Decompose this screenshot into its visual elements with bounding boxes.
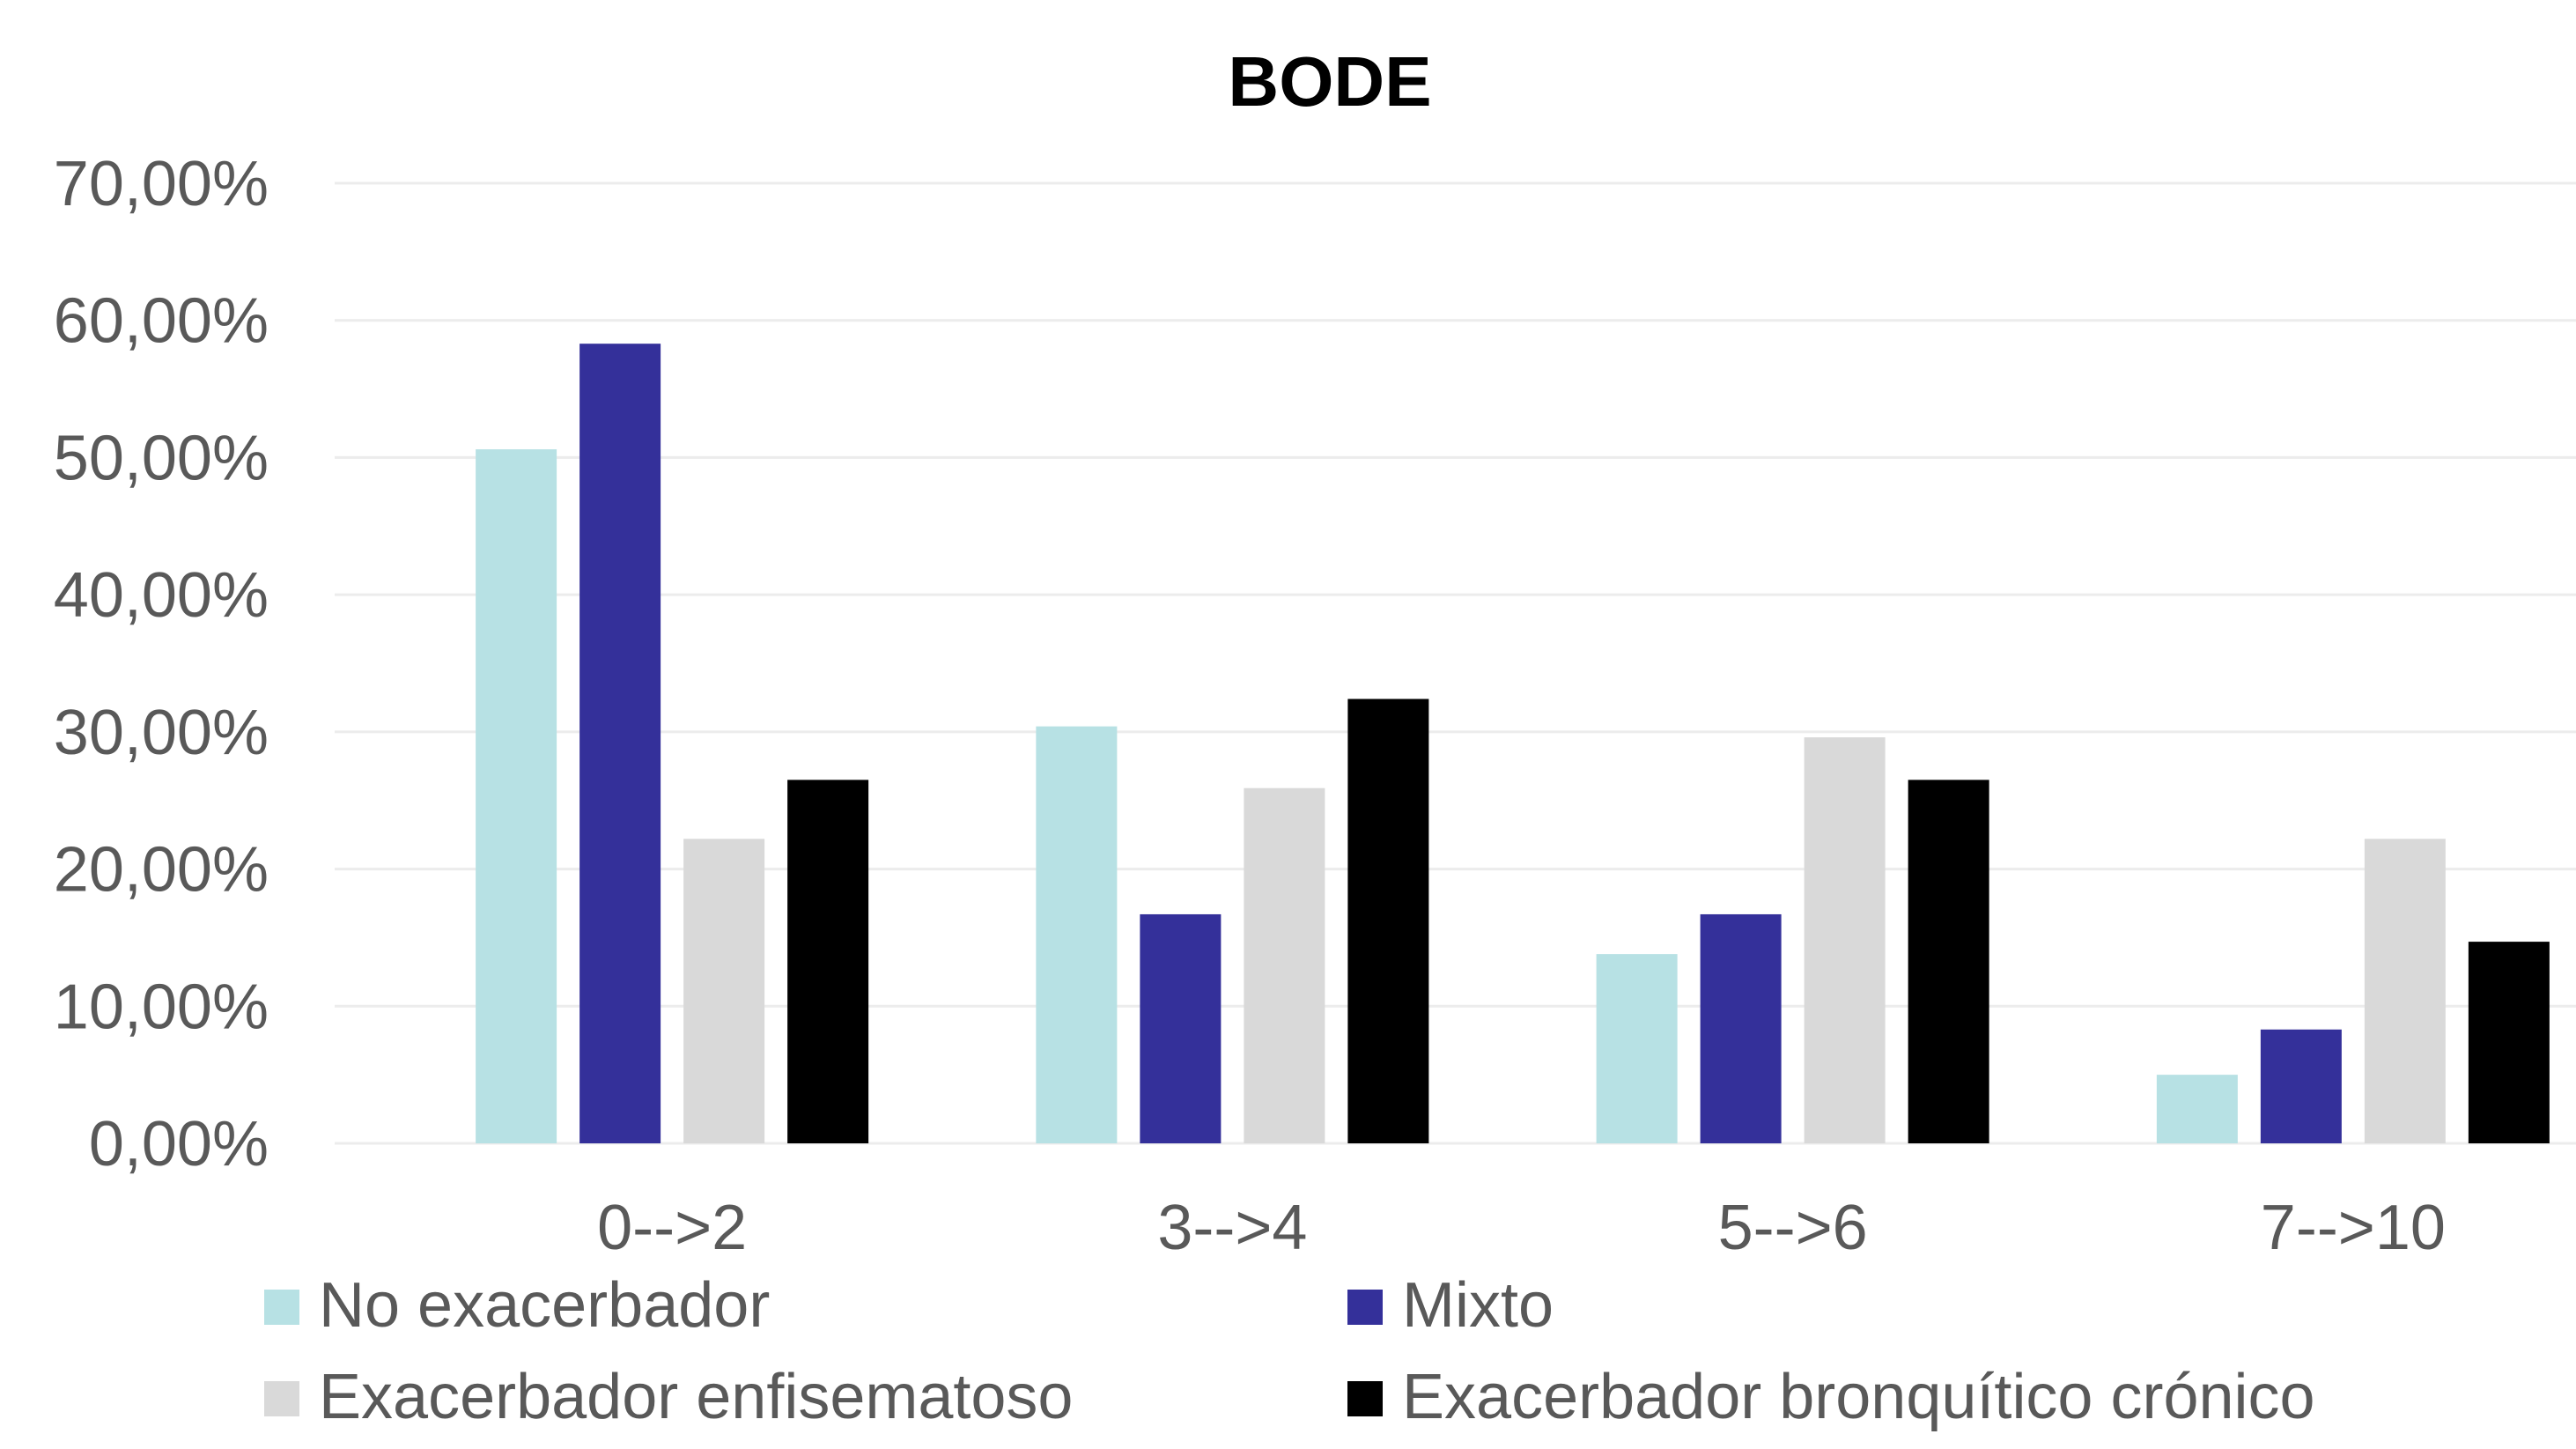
bar xyxy=(1596,954,1678,1143)
bar xyxy=(476,449,557,1144)
x-axis-tick-labels: 0-->2 3-->4 5-->6 7-->10 xyxy=(597,1193,2446,1263)
x-tick-label: 5-->6 xyxy=(1718,1193,1868,1263)
bar xyxy=(787,780,869,1143)
x-tick-label: 3-->4 xyxy=(1157,1193,1307,1263)
y-tick-label: 10,00% xyxy=(54,972,269,1042)
bar xyxy=(1347,699,1429,1143)
legend-swatch xyxy=(264,1381,299,1416)
legend-swatch xyxy=(264,1290,299,1325)
y-tick-label: 50,00% xyxy=(54,423,269,493)
bar xyxy=(1036,726,1118,1143)
bar xyxy=(2260,1029,2342,1143)
chart-title: BODE xyxy=(1228,42,1431,121)
x-tick-label: 0-->2 xyxy=(597,1193,747,1263)
legend-label: Exacerbador enfisematoso xyxy=(319,1362,1073,1432)
y-axis-tick-labels: 0,00% 10,00% 20,00% 30,00% 40,00% 50,00% 60,00… xyxy=(54,149,269,1179)
bar xyxy=(1244,787,1325,1143)
bar xyxy=(1908,780,1989,1143)
bar xyxy=(2468,942,2550,1143)
x-tick-label: 7-->10 xyxy=(2261,1193,2446,1263)
bars xyxy=(476,344,2550,1144)
y-tick-label: 70,00% xyxy=(54,149,269,219)
y-tick-label: 20,00% xyxy=(54,835,269,906)
bar xyxy=(579,344,661,1144)
bar xyxy=(1804,737,1886,1143)
bar xyxy=(2364,839,2446,1143)
legend-swatch xyxy=(1347,1290,1383,1325)
legend: No exacerbador Mixto Exacerbador enfisemat… xyxy=(264,1270,2315,1432)
legend-label: Mixto xyxy=(1402,1270,1554,1341)
y-tick-label: 60,00% xyxy=(54,286,269,357)
bar xyxy=(1140,913,1222,1143)
bar xyxy=(2156,1075,2238,1143)
gridlines xyxy=(335,181,2576,1145)
legend-label: No exacerbador xyxy=(319,1270,770,1341)
y-tick-label: 40,00% xyxy=(54,560,269,631)
bar xyxy=(1700,913,1782,1143)
y-tick-label: 0,00% xyxy=(89,1109,269,1179)
bar xyxy=(683,839,765,1143)
legend-swatch xyxy=(1347,1381,1383,1416)
legend-label: Exacerbador bronquítico crónico xyxy=(1402,1362,2315,1432)
y-tick-label: 30,00% xyxy=(54,698,269,768)
